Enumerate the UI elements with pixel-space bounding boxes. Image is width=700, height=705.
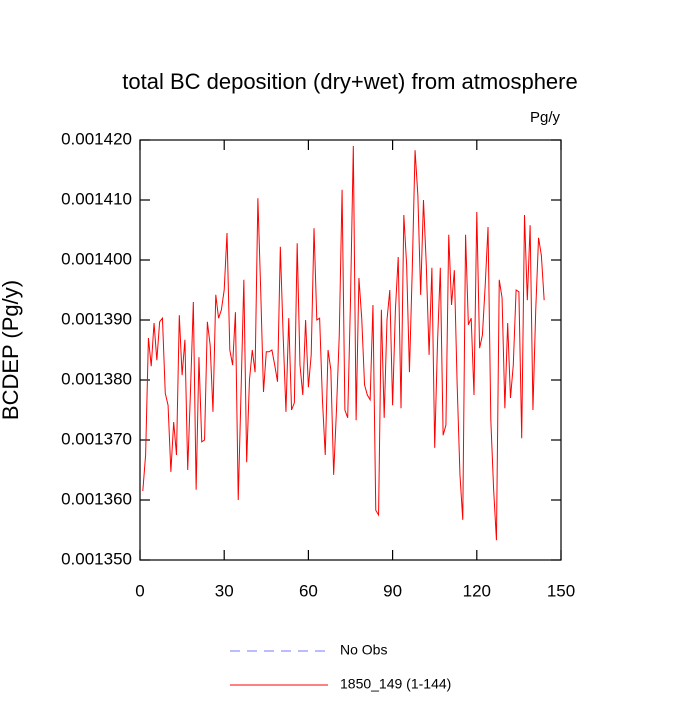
x-tick-label: 0: [135, 581, 144, 600]
y-tick-label: 0.001370: [61, 429, 132, 448]
x-tick-label: 60: [299, 581, 318, 600]
y-axis-label: BCDEP (Pg/y): [0, 280, 23, 420]
y-tick-label: 0.001350: [61, 549, 132, 568]
legend-label: 1850_149 (1-144): [340, 676, 451, 692]
y-tick-label: 0.001420: [61, 129, 132, 148]
units-label: Pg/y: [530, 109, 561, 126]
x-tick-label: 30: [215, 581, 234, 600]
y-tick-label: 0.001390: [61, 309, 132, 328]
y-tick-label: 0.001410: [61, 189, 132, 208]
data-line: [142, 145, 545, 541]
x-tick-label: 150: [547, 581, 575, 600]
plot-frame: [139, 139, 562, 561]
y-tick-label: 0.001360: [61, 489, 132, 508]
legend-label: No Obs: [340, 642, 387, 658]
x-tick-label: 120: [463, 581, 491, 600]
x-tick-label: 90: [383, 581, 402, 600]
chart-title: total BC deposition (dry+wet) from atmos…: [122, 69, 577, 94]
y-tick-label: 0.001380: [61, 369, 132, 388]
y-tick-label: 0.001400: [61, 249, 132, 268]
